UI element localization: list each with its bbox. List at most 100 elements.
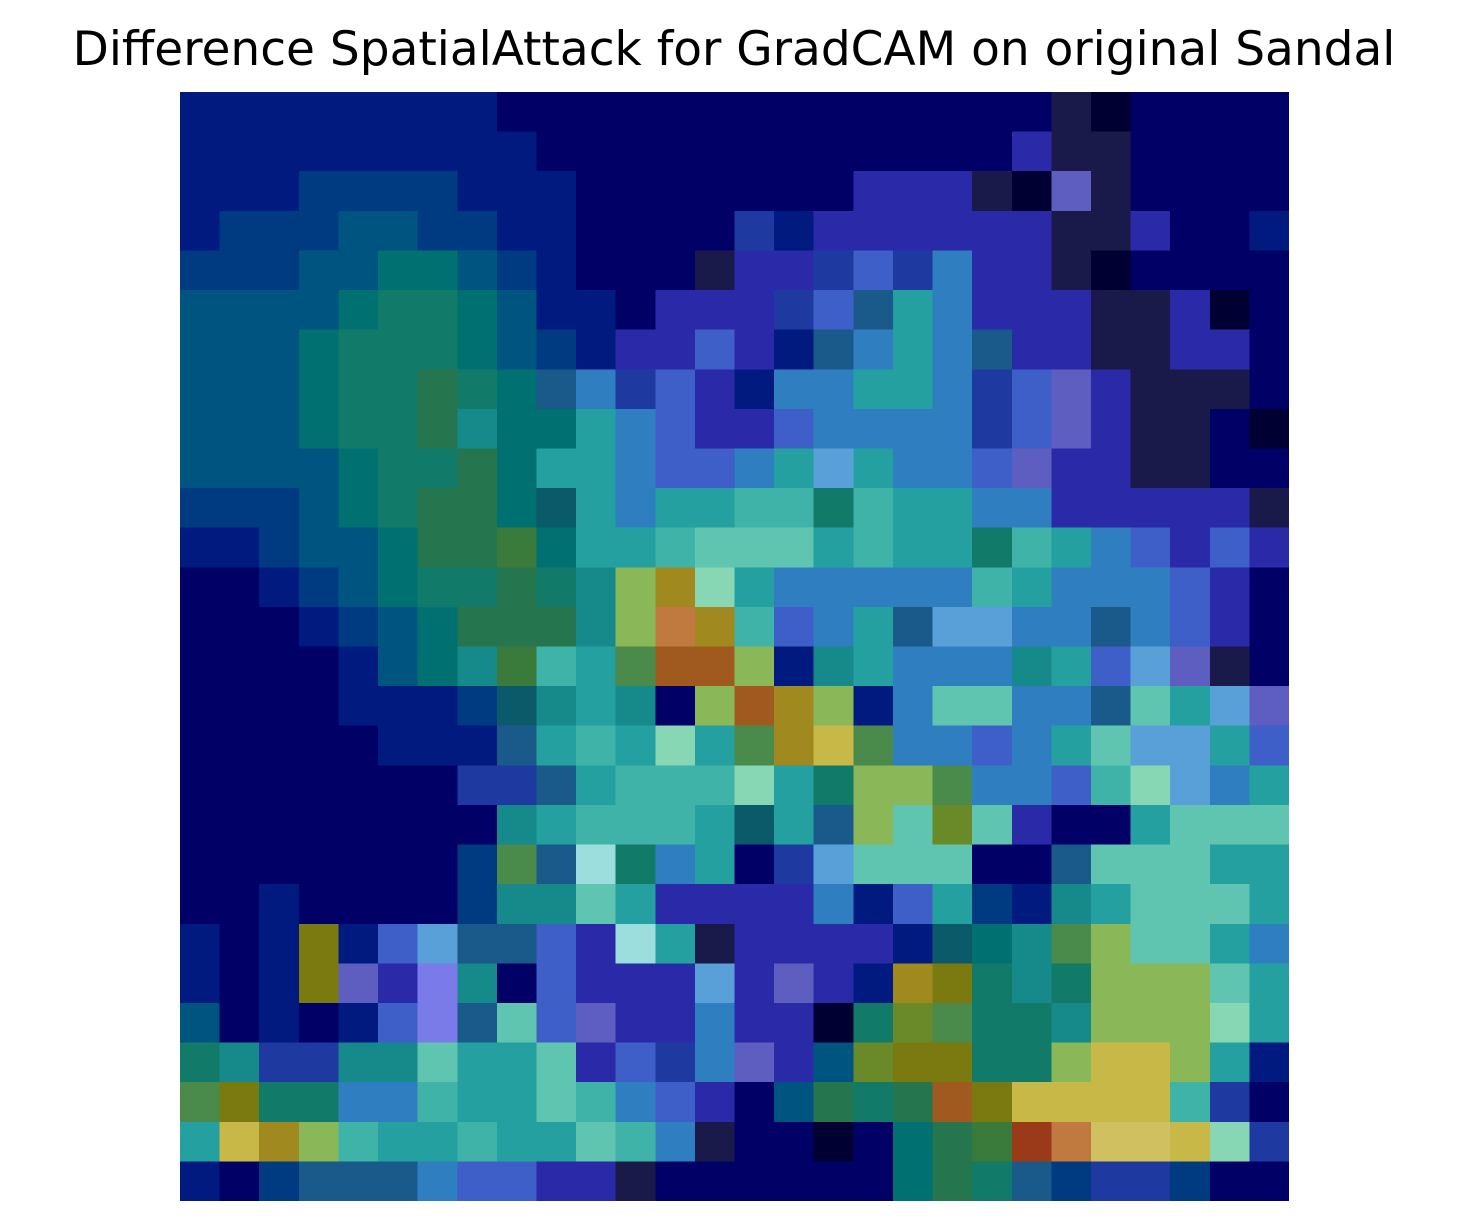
heatmap-cell <box>219 804 260 846</box>
heatmap-cell <box>1209 369 1250 410</box>
heatmap-cell <box>774 210 815 252</box>
heatmap-cell <box>576 725 617 766</box>
heatmap-cell <box>298 369 340 410</box>
heatmap-cell <box>813 448 854 489</box>
heatmap-cell <box>536 408 577 450</box>
heatmap-cell <box>219 250 260 291</box>
heatmap-cell <box>338 1002 379 1044</box>
heatmap-cell <box>1051 765 1092 806</box>
heatmap-cell <box>1011 329 1052 370</box>
heatmap-cell <box>853 1042 894 1083</box>
heatmap-cell <box>536 92 577 133</box>
heatmap-cell <box>417 923 458 964</box>
heatmap-cell <box>496 923 538 964</box>
heatmap-cell <box>892 765 934 806</box>
heatmap-cell <box>1051 725 1092 766</box>
heatmap-cell <box>1011 606 1052 648</box>
heatmap-cell <box>338 884 379 925</box>
heatmap-cell <box>298 804 340 846</box>
heatmap-cell <box>576 1161 617 1201</box>
heatmap-cell <box>892 131 934 172</box>
heatmap-cell <box>655 250 696 291</box>
heatmap-cell <box>1209 448 1250 489</box>
heatmap-cell <box>734 408 775 450</box>
heatmap-cell <box>1209 290 1250 331</box>
heatmap-cell <box>972 250 1013 291</box>
heatmap-cell <box>378 725 419 766</box>
heatmap-cell <box>892 923 934 964</box>
heatmap-cell <box>417 290 458 331</box>
heatmap-cell <box>853 408 894 450</box>
heatmap-cell <box>853 1002 894 1044</box>
heatmap-cell <box>655 1082 696 1123</box>
heatmap-cell <box>774 765 815 806</box>
heatmap-cell <box>655 408 696 450</box>
heatmap-cell <box>972 329 1013 370</box>
heatmap-cell <box>576 686 617 727</box>
heatmap-cell <box>219 329 260 370</box>
heatmap-cell <box>1130 92 1171 133</box>
heatmap-cell <box>853 369 894 410</box>
heatmap-cell <box>576 1121 617 1162</box>
heatmap-cell <box>1249 963 1289 1004</box>
heatmap-cell <box>655 488 696 529</box>
heatmap-cell <box>813 1002 854 1044</box>
heatmap-cell <box>892 448 934 489</box>
heatmap-cell <box>655 369 696 410</box>
heatmap-cell <box>417 646 458 687</box>
heatmap-cell <box>615 527 656 568</box>
heatmap-cell <box>417 765 458 806</box>
heatmap-cell <box>338 329 379 370</box>
heatmap-cell <box>496 1002 538 1044</box>
heatmap-cell <box>180 844 221 885</box>
heatmap-cell <box>1209 1082 1250 1123</box>
heatmap-cell <box>892 646 934 687</box>
heatmap-cell <box>417 804 458 846</box>
heatmap-cell <box>338 963 379 1004</box>
heatmap-cell <box>536 1002 577 1044</box>
heatmap-cell <box>259 210 300 252</box>
heatmap-cell <box>576 606 617 648</box>
heatmap-cell <box>694 963 736 1004</box>
heatmap-cell <box>932 646 973 687</box>
heatmap-cell <box>972 725 1013 766</box>
heatmap-cell <box>655 1161 696 1201</box>
heatmap-cell <box>694 606 736 648</box>
heatmap-cell <box>892 686 934 727</box>
heatmap-cell <box>734 567 775 608</box>
heatmap-cell <box>892 171 934 212</box>
heatmap-cell <box>576 250 617 291</box>
heatmap-cell <box>1011 725 1052 766</box>
heatmap-cell <box>1170 765 1211 806</box>
heatmap-cell <box>259 1161 300 1201</box>
heatmap-cell <box>694 1042 736 1083</box>
heatmap-cell <box>1170 884 1211 925</box>
heatmap-cell <box>496 725 538 766</box>
heatmap-cell <box>457 1161 498 1201</box>
heatmap-cell <box>1170 92 1211 133</box>
heatmap-cell <box>1130 1161 1171 1201</box>
heatmap-cell <box>378 408 419 450</box>
heatmap-cell <box>813 329 854 370</box>
heatmap-cell <box>457 408 498 450</box>
heatmap-cell <box>853 250 894 291</box>
heatmap-cell <box>774 646 815 687</box>
heatmap-cell <box>774 804 815 846</box>
heatmap-cell <box>457 725 498 766</box>
heatmap-cell <box>853 329 894 370</box>
heatmap-cell <box>298 884 340 925</box>
heatmap-cell <box>1090 844 1132 885</box>
heatmap-cell <box>576 408 617 450</box>
heatmap-cell <box>972 1161 1013 1201</box>
heatmap-cell <box>378 1161 419 1201</box>
heatmap-cell <box>892 1121 934 1162</box>
heatmap-cell <box>496 844 538 885</box>
heatmap-cell <box>457 923 498 964</box>
heatmap-cell <box>219 488 260 529</box>
heatmap-cell <box>180 131 221 172</box>
heatmap-cell <box>1130 448 1171 489</box>
heatmap-cell <box>259 646 300 687</box>
heatmap-cell <box>417 131 458 172</box>
heatmap-cell <box>1051 171 1092 212</box>
heatmap-cell <box>774 171 815 212</box>
